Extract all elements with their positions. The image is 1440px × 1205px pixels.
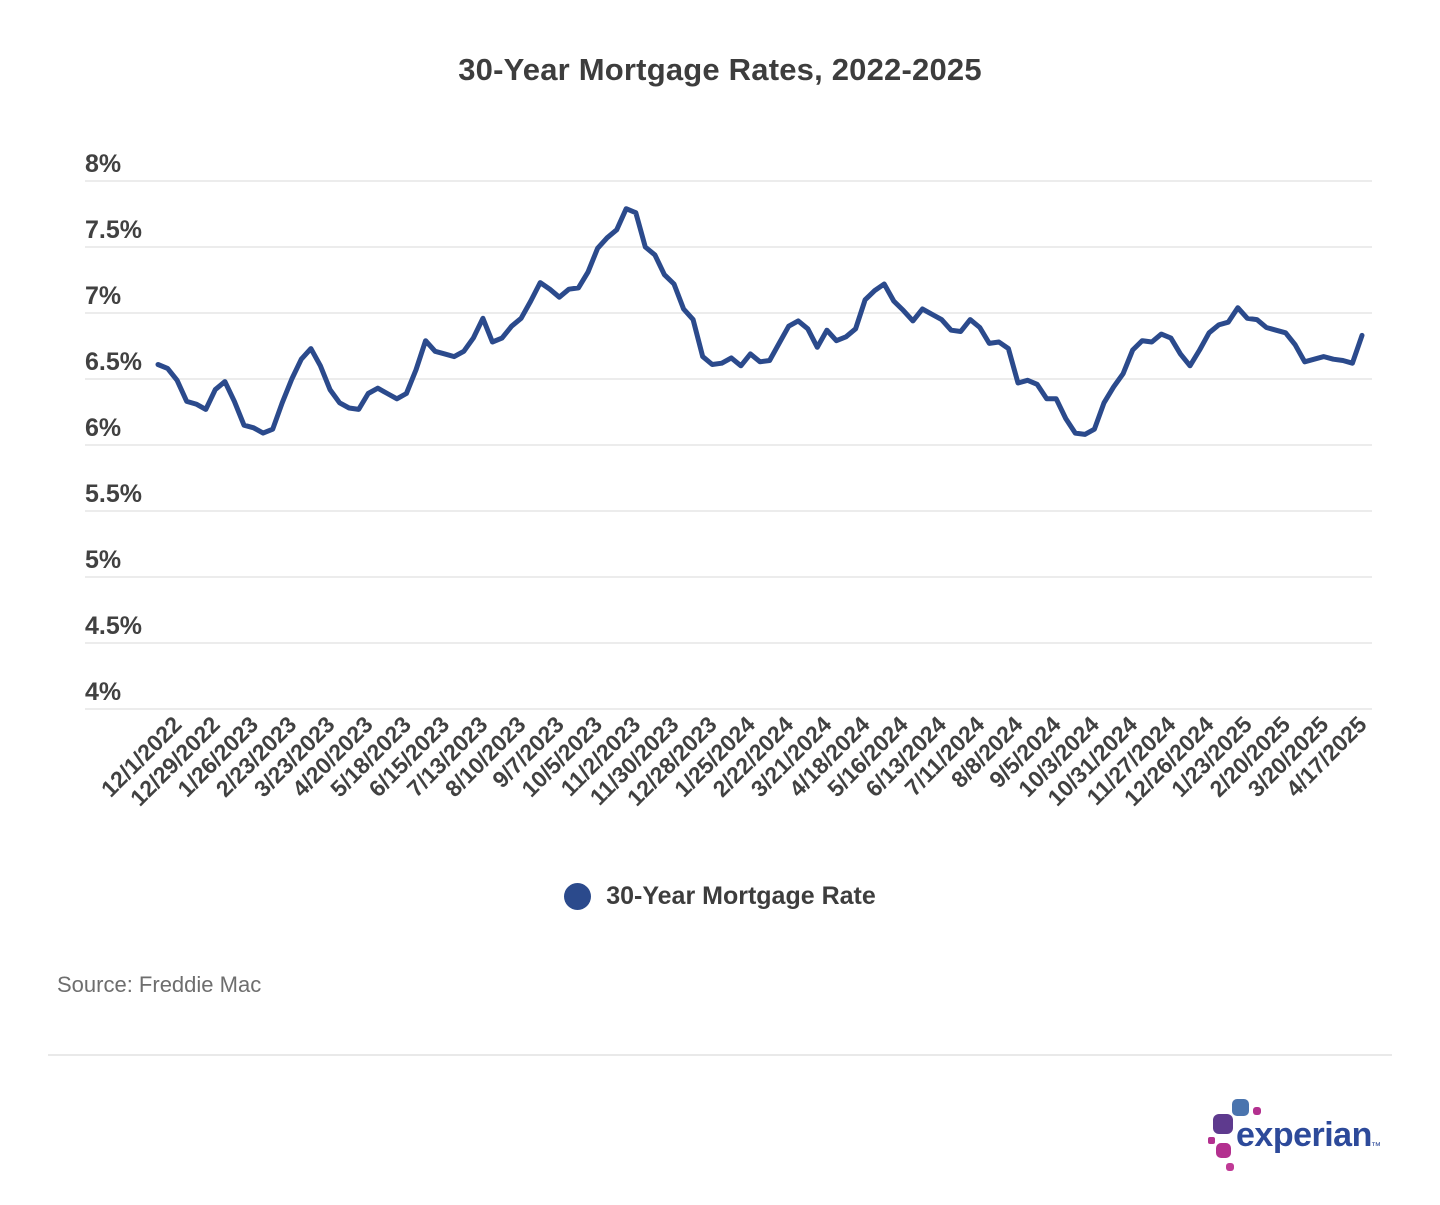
experian-logo-block-icon [1213,1114,1233,1134]
experian-logo-block-icon [1253,1107,1261,1115]
page-title: 30-Year Mortgage Rates, 2022-2025 [458,52,982,87]
y-axis-label: 4.5% [85,612,142,640]
legend-label: 30-Year Mortgage Rate [606,882,876,910]
y-axis-label: 6% [85,414,121,442]
experian-logo: experian ™ [1208,1093,1398,1183]
rate-line [155,206,1365,437]
experian-logo-block-icon [1232,1099,1249,1116]
mortgage-rate-chart: 8%7.5%7%6.5%6%5.5%5%4.5%4%12/1/202212/29… [85,150,1372,811]
y-axis-label: 5% [85,546,121,574]
y-axis-label: 7.5% [85,216,142,244]
experian-logo-block-icon [1216,1143,1231,1158]
experian-logo-block-icon [1226,1163,1234,1171]
legend: 30-Year Mortgage Rate [0,882,1440,911]
y-axis-label: 8% [85,150,121,178]
y-axis-label: 7% [85,282,121,310]
legend-marker-icon [564,883,592,910]
experian-wordmark: experian [1236,1116,1372,1154]
source-note: Source: Freddie Mac [57,972,262,997]
divider [48,1054,1392,1056]
y-axis-label: 6.5% [85,348,142,376]
trademark-symbol: ™ [1371,1141,1381,1152]
experian-logo-block-icon [1208,1137,1215,1144]
y-axis-label: 4% [85,678,121,706]
y-axis-label: 5.5% [85,480,142,508]
